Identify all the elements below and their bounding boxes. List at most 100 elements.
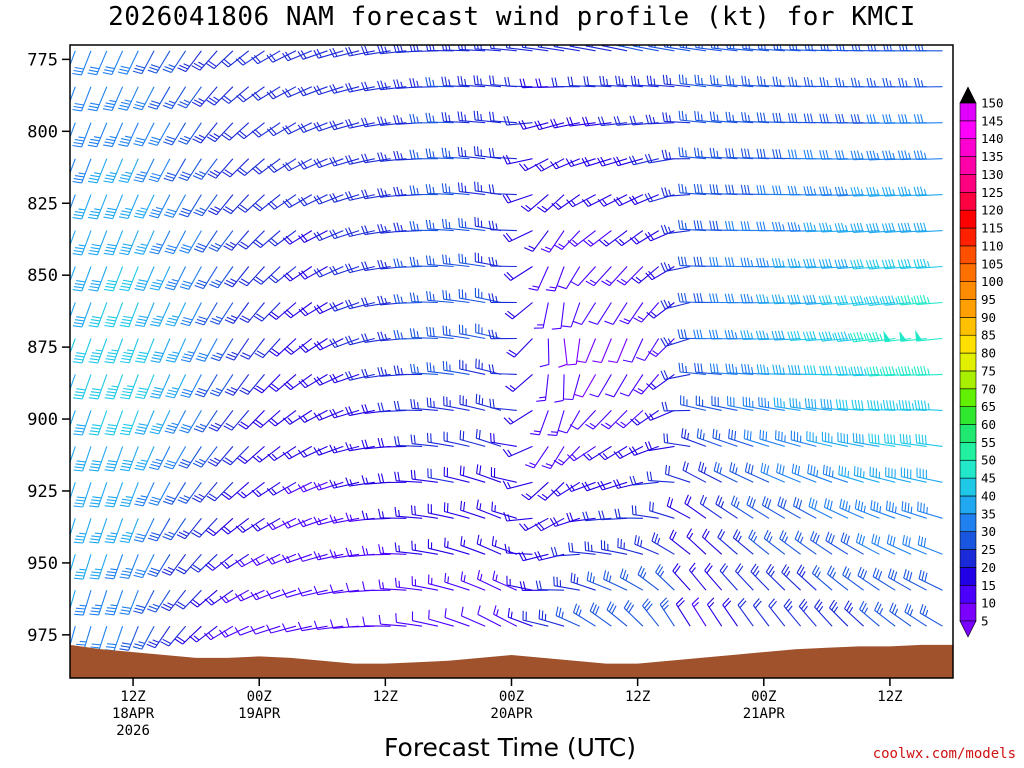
wind-barb [427,468,454,483]
wind-barb [460,606,486,627]
wind-barb [604,302,628,325]
wind-barb [708,293,738,304]
wind-barb [313,121,344,132]
wind-barb [298,338,328,353]
wind-barb [601,266,628,287]
wind-barb [913,365,943,376]
wind-barb [852,432,880,447]
wind-barb [165,302,187,327]
colorbar: 5 10 15 20 25 30 35 40 45 50 55 60 65 70 75 80 85 90 95 100… [959,86,1004,638]
wind-barb [919,604,943,627]
colorbar-swatch [959,209,977,229]
wind-barb [598,445,628,461]
wind-barb [411,540,438,555]
wind-barb [493,605,518,627]
wind-barb [297,158,328,170]
wind-barb [236,86,265,103]
wind-barb [557,266,581,290]
wind-barb [104,518,124,544]
wind-barb [706,597,723,627]
wind-barb [133,589,155,614]
wind-barb-field [70,45,943,652]
wind-barb [268,266,297,284]
wind-barb [409,149,438,160]
wind-barb [297,517,328,528]
wind-barb [604,374,628,398]
wind-barb [205,553,234,571]
wind-barb [313,338,344,351]
wind-barb [269,338,297,357]
wind-barb [477,605,502,627]
wind-barb [266,517,297,531]
wind-barb [195,338,218,362]
wind-barb [677,220,707,232]
wind-barb [725,363,754,375]
wind-barb [565,158,596,168]
x-axis-label: Forecast Time (UTC) [384,733,636,762]
wind-barb [236,122,265,140]
wind-barb [759,429,785,447]
colorbar-label: 10 [981,596,996,611]
wind-barb [147,50,171,74]
wind-barb [394,542,423,555]
wind-barb [885,466,912,483]
wind-barb [180,374,202,398]
wind-barb [550,546,580,557]
wind-barb [208,230,234,252]
wind-barb [329,584,360,594]
wind-barb [719,563,738,591]
wind-barb [119,410,139,436]
colorbar-swatch [959,406,977,425]
wind-barb [104,482,124,508]
wind-barb [825,531,849,555]
wind-barb [615,75,643,88]
wind-barb [313,85,344,96]
wind-barb [913,77,943,88]
wind-barb [647,338,675,358]
wind-barb [570,572,596,591]
wind-barb [426,291,454,304]
wind-barb [582,511,612,522]
wind-barb [225,338,250,361]
wind-barb [119,302,139,328]
wind-barb [329,301,360,312]
y-tick-label: 900 [27,410,58,430]
wind-barb [313,373,344,386]
wind-barb [660,299,691,310]
wind-barb [235,517,265,533]
wind-barb [537,481,565,501]
wind-barb [267,445,297,462]
wind-barb [193,194,218,217]
wind-barb [629,475,659,486]
colorbar-label: 55 [981,435,996,450]
wind-barb [102,50,124,76]
wind-barb [534,158,565,172]
colorbar-label: 135 [981,149,1004,164]
wind-barb [345,442,375,452]
wind-barb [165,374,187,399]
wind-barb [345,191,375,201]
wind-barb [377,508,407,519]
wind-barb [104,374,124,400]
wind-barb [811,564,833,591]
wind-barb [760,462,786,483]
wind-barb [642,598,660,627]
wind-barb [630,75,659,88]
wind-barb [458,288,486,304]
wind-barb [789,397,817,411]
wind-barb [89,446,108,472]
wind-barb [561,302,581,328]
wind-barb [550,481,581,497]
wind-barb [457,111,486,124]
wind-barb [192,122,218,144]
wind-barb [393,400,423,411]
wind-barb [781,564,801,591]
wind-barb [678,110,707,124]
wind-barb [646,471,675,483]
wind-barb [223,266,250,288]
wind-barb [614,508,643,519]
wind-barb [72,338,92,364]
wind-barb [393,115,423,125]
wind-barb [473,110,502,124]
wind-barb [709,147,738,160]
